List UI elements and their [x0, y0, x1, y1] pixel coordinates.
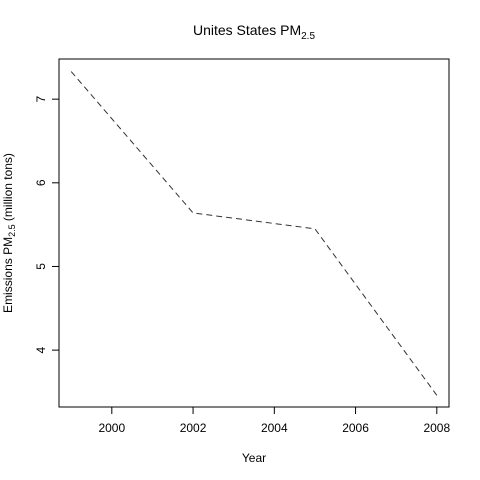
chart-title-main: Unites States PM — [193, 22, 301, 38]
y-tick-label: 4 — [34, 346, 48, 353]
x-axis-label: Year — [242, 451, 266, 465]
y-axis: 4 5 6 7 — [34, 95, 59, 353]
y-tick-label: 7 — [34, 95, 48, 102]
x-tick-label: 2008 — [423, 421, 450, 435]
y-axis-label-prefix: Emissions PM — [1, 237, 15, 313]
x-tick-label: 2000 — [98, 421, 125, 435]
x-tick-label: 2006 — [342, 421, 369, 435]
plot-frame — [59, 59, 449, 407]
x-tick-label: 2002 — [180, 421, 207, 435]
y-axis-label: Emissions PM2.5 (million tons) — [1, 153, 17, 313]
chart-title: Unites States PM2.5 — [193, 22, 315, 42]
x-tick-label: 2004 — [261, 421, 288, 435]
y-tick-label: 5 — [34, 263, 48, 270]
series-line — [71, 72, 437, 396]
y-axis-label-subscript: 2.5 — [7, 224, 17, 237]
series-group — [71, 72, 437, 396]
y-tick-label: 6 — [34, 179, 48, 186]
chart-title-subscript: 2.5 — [301, 31, 315, 42]
y-axis-label-suffix: (million tons) — [1, 153, 15, 224]
x-axis: 2000 2002 2004 2006 2008 — [98, 407, 450, 435]
